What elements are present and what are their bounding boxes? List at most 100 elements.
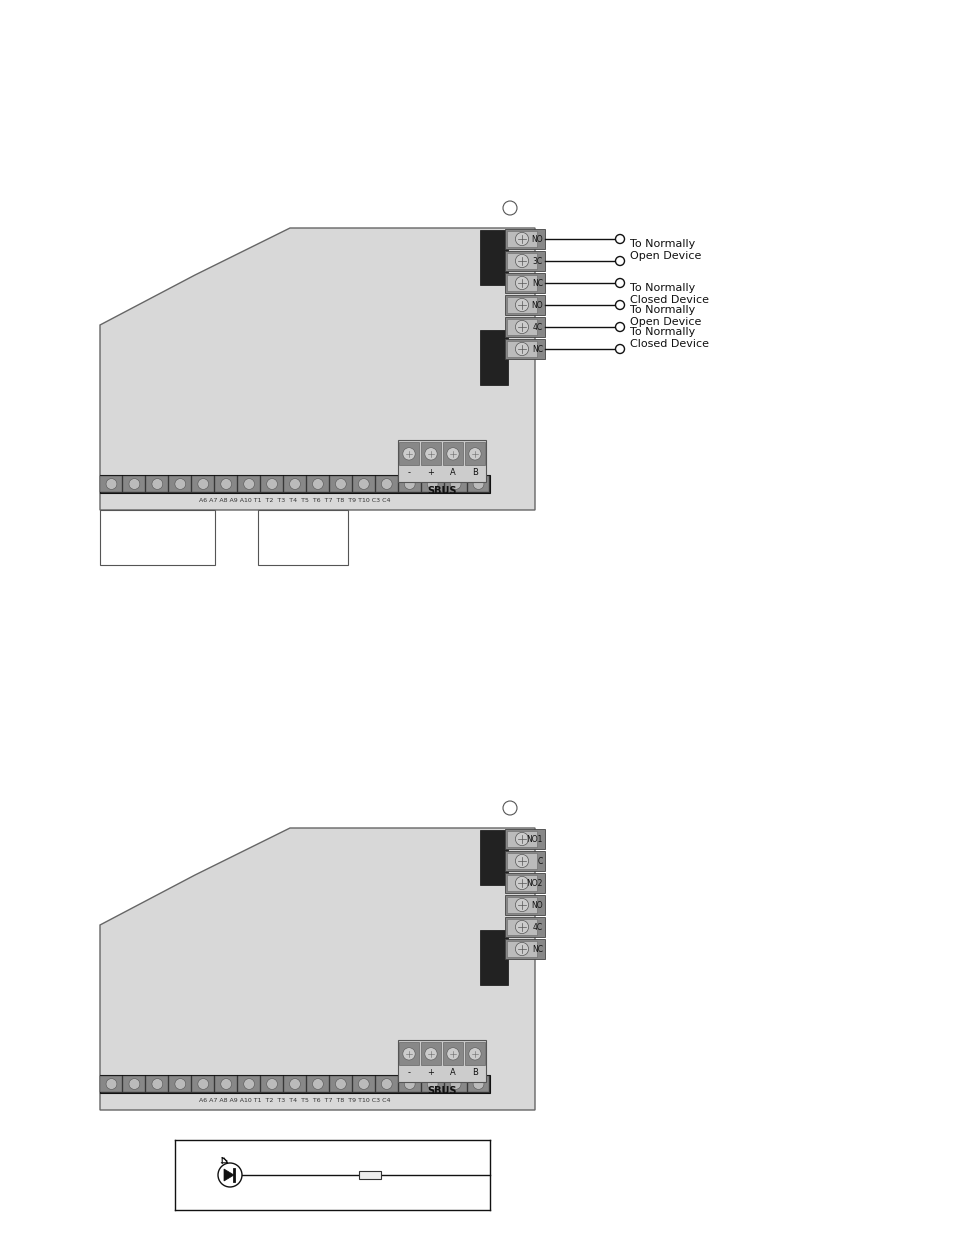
Bar (506, 831, 537, 847)
Bar (506, 853, 537, 869)
Bar (504, 918, 544, 937)
Circle shape (502, 201, 517, 215)
Bar (442, 442, 462, 466)
Circle shape (424, 448, 436, 459)
Circle shape (218, 1163, 242, 1187)
Bar (238, 1076, 260, 1092)
Bar (479, 230, 507, 285)
Bar (504, 338, 544, 359)
Bar (506, 275, 537, 291)
Text: C: C (537, 857, 542, 866)
Circle shape (402, 1047, 415, 1060)
Bar (467, 475, 489, 492)
Circle shape (402, 448, 415, 459)
Bar (353, 1076, 375, 1092)
Bar (257, 510, 348, 564)
Text: NC: NC (532, 345, 542, 353)
Circle shape (197, 1078, 209, 1089)
Bar (506, 897, 537, 913)
Circle shape (427, 1078, 437, 1089)
Circle shape (515, 898, 528, 911)
Circle shape (335, 1078, 346, 1089)
Text: To Normally
Closed Device: To Normally Closed Device (629, 327, 708, 350)
Circle shape (220, 1078, 232, 1089)
Bar (479, 830, 507, 885)
Circle shape (267, 479, 277, 489)
Bar (444, 475, 466, 492)
Circle shape (450, 479, 460, 489)
Circle shape (446, 1047, 458, 1060)
Circle shape (197, 479, 209, 489)
Bar (215, 1076, 237, 1092)
Bar (506, 231, 537, 247)
Bar (420, 1042, 440, 1065)
Circle shape (515, 277, 528, 289)
Bar (100, 510, 214, 564)
Bar (397, 440, 485, 482)
Bar (504, 873, 544, 893)
Text: To Normally
Open Device: To Normally Open Device (629, 238, 700, 261)
Bar (504, 317, 544, 337)
Bar (504, 829, 544, 848)
Circle shape (615, 300, 624, 310)
Circle shape (358, 479, 369, 489)
Circle shape (129, 1078, 140, 1089)
Bar (307, 1076, 329, 1092)
Bar (479, 330, 507, 385)
Circle shape (615, 235, 624, 243)
Circle shape (424, 1047, 436, 1060)
Bar (123, 475, 145, 492)
Bar (398, 1076, 420, 1092)
Circle shape (404, 479, 415, 489)
Text: NO: NO (531, 235, 542, 243)
Bar (504, 851, 544, 871)
Bar (100, 475, 122, 492)
Circle shape (243, 479, 254, 489)
Bar (375, 1076, 397, 1092)
Text: A6 A7 A8 A9 A10 T1  T2  T3  T4  T5  T6  T7  T8  T9 T10 C3 C4: A6 A7 A8 A9 A10 T1 T2 T3 T4 T5 T6 T7 T8 … (199, 1098, 391, 1103)
Text: 4C: 4C (533, 923, 542, 931)
Bar (442, 1042, 462, 1065)
Circle shape (450, 1078, 460, 1089)
Bar (100, 1074, 490, 1093)
Circle shape (290, 1078, 300, 1089)
Circle shape (515, 920, 528, 934)
Circle shape (427, 479, 437, 489)
Polygon shape (100, 228, 535, 510)
Circle shape (615, 322, 624, 331)
Text: 4C: 4C (533, 322, 542, 331)
Circle shape (381, 1078, 392, 1089)
Circle shape (174, 1078, 186, 1089)
Circle shape (515, 320, 528, 333)
Circle shape (515, 942, 528, 956)
Text: To Normally
Closed Device: To Normally Closed Device (629, 283, 708, 305)
Text: NC: NC (532, 945, 542, 953)
Circle shape (381, 479, 392, 489)
Bar (284, 475, 306, 492)
Polygon shape (224, 1170, 233, 1181)
Text: 3C: 3C (533, 257, 542, 266)
Bar (464, 442, 484, 466)
Circle shape (515, 254, 528, 268)
Bar (215, 475, 237, 492)
Bar (467, 1076, 489, 1092)
Circle shape (446, 448, 458, 459)
Bar (330, 475, 352, 492)
Bar (504, 273, 544, 293)
Text: NC: NC (532, 279, 542, 288)
Circle shape (515, 232, 528, 246)
Bar (146, 1076, 168, 1092)
Circle shape (152, 1078, 163, 1089)
Bar (169, 475, 191, 492)
Bar (464, 1042, 484, 1065)
Polygon shape (100, 827, 535, 1110)
Bar (504, 895, 544, 915)
Bar (100, 475, 490, 493)
Circle shape (106, 479, 117, 489)
Text: NO: NO (531, 300, 542, 310)
Circle shape (468, 1047, 480, 1060)
Bar (479, 930, 507, 986)
Bar (193, 1076, 214, 1092)
Bar (398, 442, 418, 466)
Bar (353, 475, 375, 492)
